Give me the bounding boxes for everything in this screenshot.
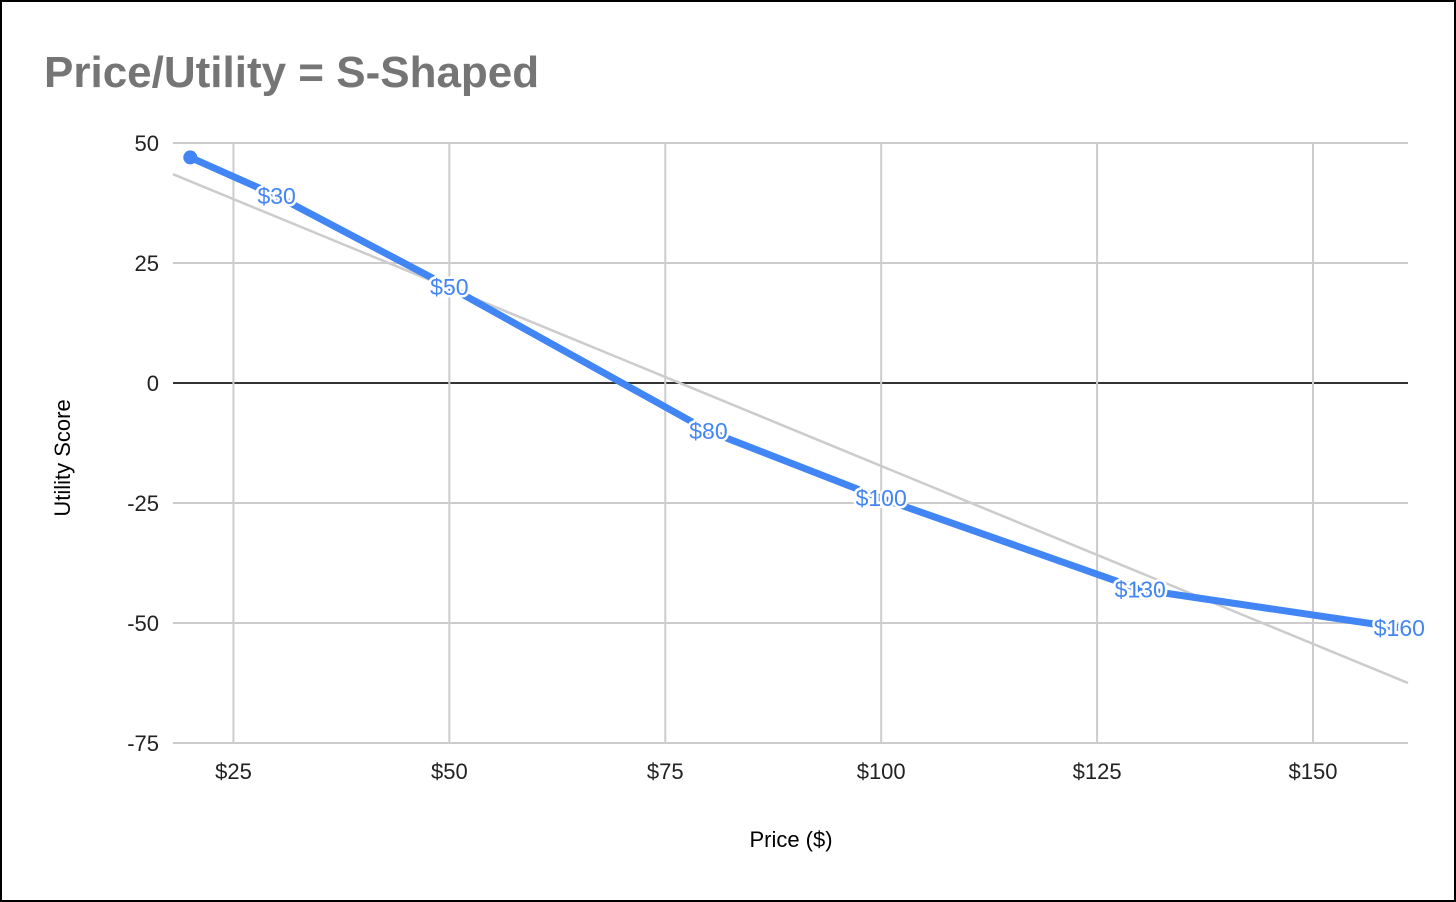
- trendline-layer: [172, 173, 1409, 685]
- data-label-halo: $130: [1115, 576, 1166, 602]
- data-label-halo: $50: [430, 274, 468, 300]
- y-tick-label: -75: [127, 731, 159, 756]
- series-layer: [183, 150, 1403, 632]
- data-label-halo: $30: [257, 183, 295, 209]
- data-label: $160: [1374, 615, 1425, 641]
- data-label-halo: $100: [856, 485, 907, 511]
- x-tick-label: $150: [1289, 759, 1338, 784]
- data-label: $100: [856, 485, 907, 511]
- series-line: [186, 153, 1403, 632]
- data-label: $80: [689, 418, 727, 444]
- series-point: [183, 150, 198, 165]
- y-tick-label: 50: [135, 131, 159, 156]
- chart-title: Price/Utility = S-Shaped: [44, 48, 540, 97]
- x-tick-label: $50: [431, 759, 468, 784]
- data-label-layer: $30$30$50$50$80$80$100$100$130$130$160$1…: [255, 180, 1428, 643]
- data-label: $30: [257, 183, 295, 209]
- data-label: $130: [1115, 576, 1166, 602]
- y-tick-label: -25: [127, 491, 159, 516]
- tick-label-layer: 50 25 0 -25 -50 -75 $25 $50 $75 $100 $125 $150: [127, 131, 1337, 784]
- x-axis-title: Price ($): [749, 827, 832, 852]
- data-label-halo: $80: [689, 418, 727, 444]
- x-tick-label: $75: [647, 759, 684, 784]
- x-tick-label: $125: [1073, 759, 1122, 784]
- y-tick-label: 25: [135, 251, 159, 276]
- grid-layer: [173, 142, 1408, 744]
- trendline: [172, 173, 1409, 685]
- x-tick-label: $25: [215, 759, 252, 784]
- data-label: $50: [430, 274, 468, 300]
- data-label-halo: $160: [1374, 615, 1425, 641]
- y-axis-title: Utility Score: [50, 399, 75, 516]
- y-tick-label: 0: [147, 371, 159, 396]
- x-tick-label: $100: [857, 759, 906, 784]
- y-tick-label: -50: [127, 611, 159, 636]
